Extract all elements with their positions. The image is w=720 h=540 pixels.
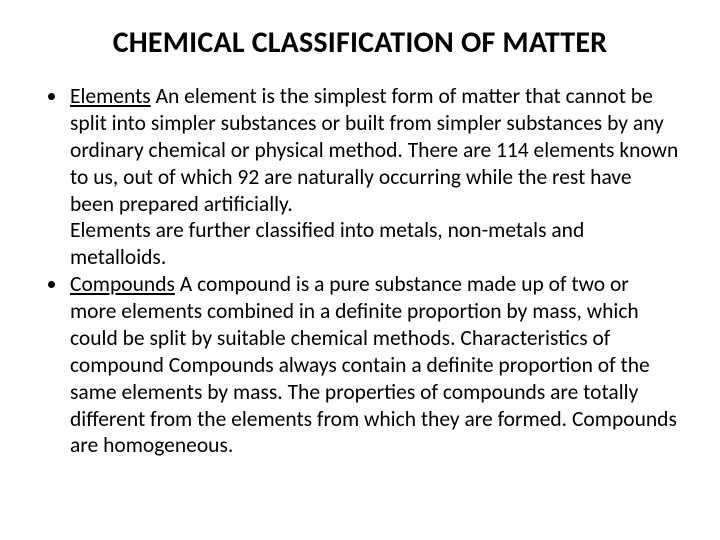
bullet-item-elements: Elements An element is the simplest form…	[68, 83, 680, 271]
slide-container: CHEMICAL CLASSIFICATION OF MATTER Elemen…	[0, 0, 720, 540]
term-elements: Elements	[70, 83, 151, 109]
body-elements: An element is the simplest form of matte…	[70, 83, 678, 217]
bullet-item-compounds: Compounds A compound is a pure substance…	[68, 271, 680, 459]
body-compounds: A compound is a pure substance made up o…	[70, 271, 677, 458]
bullet-list: Elements An element is the simplest form…	[40, 83, 680, 459]
term-compounds: Compounds	[70, 271, 175, 297]
slide-title: CHEMICAL CLASSIFICATION OF MATTER	[40, 24, 680, 61]
extra-elements: Elements are further classified into met…	[70, 217, 680, 271]
